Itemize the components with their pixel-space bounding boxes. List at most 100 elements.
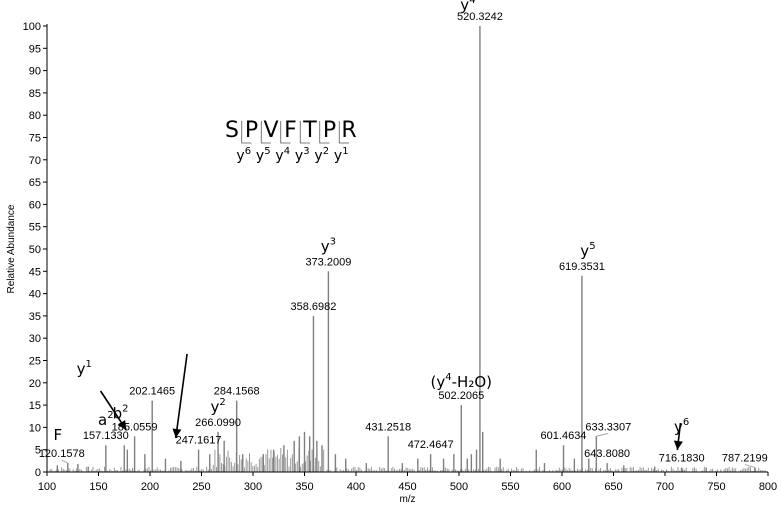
ion-label-base: y — [460, 0, 469, 14]
sequence-ion-base: y — [334, 148, 342, 164]
peak-label: 185.0559 — [112, 421, 158, 433]
ion-label-sup: 1 — [86, 359, 92, 370]
sequence-ion-label: y6 — [236, 146, 251, 164]
sequence-ion-sup: 6 — [245, 146, 251, 157]
minor-peaks — [56, 431, 707, 472]
sequence-ion-label: y3 — [295, 146, 310, 164]
y-tick-label: 15 — [29, 400, 41, 412]
peak-label: 787.2199 — [722, 453, 768, 465]
y-tick-label: 30 — [29, 333, 41, 345]
sequence-residue: F — [284, 118, 297, 143]
peak-label-leader — [596, 432, 609, 437]
x-tick-label: 450 — [398, 481, 416, 493]
x-tick-label: 150 — [89, 481, 107, 493]
sequence-ion-sup: 4 — [284, 146, 290, 157]
ion-label-base: b — [113, 404, 123, 422]
ion-label: y4 — [460, 0, 475, 14]
x-tick-label: 400 — [347, 481, 365, 493]
ion-label: y5 — [580, 241, 595, 260]
ion-label-base: a — [98, 411, 107, 429]
sequence-ion-base: y — [295, 148, 303, 164]
sequence-ion-label: y5 — [256, 146, 271, 164]
ion-label-base: y — [321, 237, 330, 255]
y-tick-label: 25 — [29, 356, 41, 368]
sequence-residue: V — [263, 118, 278, 143]
y-tick-label: 60 — [29, 199, 41, 211]
y-tick-label: 90 — [29, 66, 41, 78]
x-tick-label: 650 — [604, 481, 622, 493]
ion-label-base: y — [580, 242, 589, 260]
x-tick-label: 550 — [501, 481, 519, 493]
sequence-ion-base: y — [275, 148, 283, 164]
ion-label-sup: 6 — [683, 417, 689, 428]
sequence-residue: T — [302, 118, 317, 143]
sequence-residue: P — [245, 118, 258, 143]
x-axis-title: m/z — [399, 494, 415, 505]
x-tick-label: 500 — [450, 481, 468, 493]
peak-label: 284.1568 — [214, 386, 260, 398]
y2-arrow-head — [172, 428, 182, 438]
fragment-bracket — [299, 121, 310, 144]
sequence-ion-label: y4 — [275, 146, 290, 164]
peak-label: 358.6982 — [291, 301, 337, 313]
ion-label-sup: 2 — [122, 403, 128, 414]
sequence-ion-label: y2 — [314, 146, 329, 164]
ion-label-base: y — [674, 418, 683, 436]
sequence-ion-sup: 1 — [342, 146, 348, 157]
peak-label: 120.1578 — [39, 448, 85, 460]
ion-label-sup: 2 — [219, 397, 225, 408]
peak-label: 716.1830 — [659, 453, 705, 465]
y-tick-label: 20 — [29, 378, 41, 390]
fragment-bracket — [280, 121, 291, 144]
sequence-ion-base: y — [236, 148, 244, 164]
x-tick-label: 600 — [553, 481, 571, 493]
peak-label: 619.3531 — [559, 261, 605, 273]
sequence-ion-base: y — [314, 148, 322, 164]
peak-label-leader — [61, 459, 68, 464]
x-tick-label: 200 — [141, 481, 159, 493]
y-tick-label: 70 — [29, 155, 41, 167]
ion-label: b2 — [113, 403, 129, 422]
labeled-peaks — [67, 26, 756, 472]
peak-label: 157.1330 — [83, 430, 129, 442]
peptide-sequence: S P V F T P Ry6 y5 y4 y3 y2 y1 — [225, 118, 357, 164]
sequence-residue: R — [341, 118, 356, 143]
peak-label: 520.3242 — [457, 11, 503, 23]
y2-arrow — [174, 353, 188, 439]
y-axis-title: Relative Abundance — [6, 204, 17, 293]
ion-label: y1 — [77, 359, 92, 378]
peak-label: 247.1617 — [176, 435, 222, 447]
ion-label-sup: 4 — [445, 372, 451, 383]
sequence-residue: P — [323, 118, 336, 143]
sequence-ion-sup: 2 — [323, 146, 329, 157]
y-tick-label: 35 — [29, 311, 41, 323]
y1-arrow-head — [117, 420, 127, 430]
x-tick-label: 350 — [295, 481, 313, 493]
ion-label: y6 — [674, 417, 689, 436]
y-tick-label: 0 — [35, 467, 41, 479]
y-tick-label: 100 — [23, 21, 41, 33]
x-tick-label: 750 — [707, 481, 725, 493]
axes: 100 150 200 250 300 350 400 450 500 550 600 650 700 7… — [23, 21, 778, 493]
peak-label: 202.1465 — [129, 386, 175, 398]
y-tick-label: 45 — [29, 266, 41, 278]
ion-label-sup: 5 — [589, 241, 595, 252]
fragment-bracket — [319, 121, 330, 144]
x-tick-label: 700 — [656, 481, 674, 493]
fragment-bracket — [241, 121, 252, 144]
y6-arrow-head — [673, 440, 683, 450]
ion-label-base: y — [210, 398, 219, 416]
ion-label: y2 — [210, 397, 225, 416]
peak-label: 633.3307 — [585, 421, 631, 433]
peak-label: 502.2065 — [438, 390, 484, 402]
y-tick-label: 50 — [29, 244, 41, 256]
fragment-bracket — [338, 121, 349, 144]
x-tick-label: 300 — [244, 481, 262, 493]
y-tick-label: 55 — [29, 222, 41, 234]
peak-label: 472.4647 — [408, 439, 454, 451]
ion-label-sup: 3 — [330, 236, 336, 247]
y-tick-label: 85 — [29, 88, 41, 100]
